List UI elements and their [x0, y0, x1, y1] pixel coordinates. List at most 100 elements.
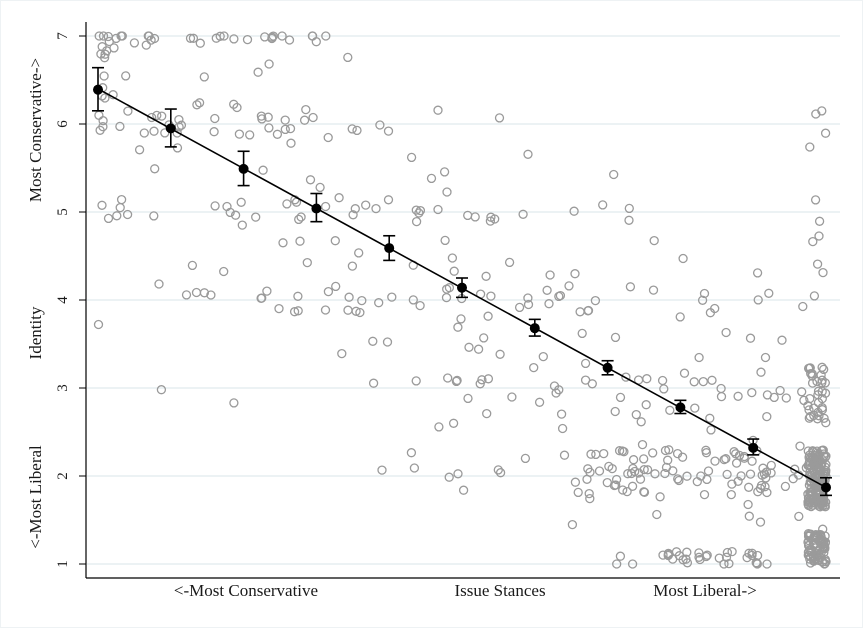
observation-point [115, 121, 125, 132]
observation-point [293, 306, 303, 316]
observation-point [721, 327, 731, 338]
observation-point [258, 165, 268, 175]
observation-point [348, 210, 358, 220]
observation-point [406, 152, 417, 163]
mean-point [165, 123, 176, 134]
observation-point [821, 418, 831, 428]
observation-point [716, 391, 727, 402]
observation-point [451, 376, 462, 387]
observation-point [321, 31, 331, 41]
observation-point [780, 481, 791, 492]
observation-point [337, 348, 347, 359]
y-ticks: 1 2 3 4 5 6 7 [55, 32, 86, 568]
observation-point [623, 469, 633, 479]
observation-point [486, 212, 496, 222]
observation-point [806, 473, 817, 484]
observation-point [716, 383, 726, 394]
observation-point [274, 303, 284, 314]
observation-point [642, 465, 653, 475]
observation-point [542, 285, 552, 295]
observation-point [807, 454, 817, 465]
observation-point [263, 112, 273, 122]
observation-point [93, 319, 104, 330]
observation-point [742, 552, 752, 563]
observation-point [520, 453, 531, 464]
observation-point [820, 556, 831, 567]
observation-point [582, 474, 592, 484]
observation-point [567, 519, 578, 530]
observation-point [639, 454, 649, 464]
observation-point [731, 458, 742, 468]
observation-point [374, 298, 384, 308]
x-label-left: <-Most Conservative [174, 581, 318, 600]
observation-point [745, 333, 756, 343]
observation-point [448, 418, 459, 428]
observation-point [229, 398, 239, 408]
observation-point [812, 259, 823, 269]
observation-point [762, 559, 772, 569]
observation-point [775, 385, 785, 396]
observation-point [495, 468, 506, 478]
observation-point [695, 554, 705, 565]
observation-point [722, 547, 733, 558]
observation-point [117, 31, 127, 41]
observation-point [453, 469, 463, 479]
observation-point [609, 169, 619, 180]
observation-point [744, 511, 754, 521]
observation-point [810, 455, 821, 465]
observation-point [604, 461, 614, 472]
observation-point [736, 471, 746, 481]
observation-point [187, 260, 198, 271]
observation-point [806, 368, 816, 379]
observation-point [174, 114, 184, 125]
observation-point [188, 33, 199, 43]
observation-point [264, 59, 274, 69]
observation-point [157, 111, 167, 121]
observation-point [483, 311, 493, 321]
mean-point [821, 482, 831, 493]
observation-point [573, 487, 583, 498]
observation-point [777, 335, 787, 345]
observation-point [361, 200, 371, 210]
observation-point [439, 167, 450, 177]
observation-point [677, 452, 688, 462]
observation-point [585, 493, 595, 504]
observation-point [229, 34, 239, 44]
observation-point [554, 385, 564, 395]
y-label-top: Most Conservative-> [26, 58, 45, 202]
observation-point [719, 454, 729, 465]
observation-point [485, 216, 496, 226]
observation-point [382, 337, 393, 347]
observation-point [307, 31, 318, 41]
x-label-mid: Issue Stances [454, 581, 545, 600]
observation-point [766, 468, 776, 478]
observation-point [795, 441, 805, 451]
observation-point [599, 448, 609, 459]
observation-point [739, 451, 749, 462]
observation-point [752, 268, 763, 278]
observation-point [659, 384, 669, 394]
observation-point [440, 235, 450, 246]
observation-point [311, 37, 321, 47]
observation-point [523, 293, 533, 303]
y-tick-label-5: 5 [55, 208, 71, 216]
observation-point [172, 143, 183, 153]
observation-point [744, 482, 754, 492]
mean-points [92, 66, 832, 497]
observation-point [820, 462, 830, 472]
observation-point [211, 33, 221, 43]
observation-point [756, 480, 767, 491]
observation-point [280, 115, 290, 125]
observation-point [514, 302, 525, 313]
observation-point [584, 488, 594, 499]
observation-point [812, 551, 822, 562]
observation-point [411, 205, 421, 215]
observation-point [280, 124, 290, 135]
y-label-bottom: <-Most Liberal [26, 445, 45, 549]
mean-point [457, 282, 467, 293]
observation-point [129, 38, 140, 48]
observation-point [615, 551, 626, 561]
scatter-points [93, 31, 831, 569]
observation-point [284, 35, 295, 45]
